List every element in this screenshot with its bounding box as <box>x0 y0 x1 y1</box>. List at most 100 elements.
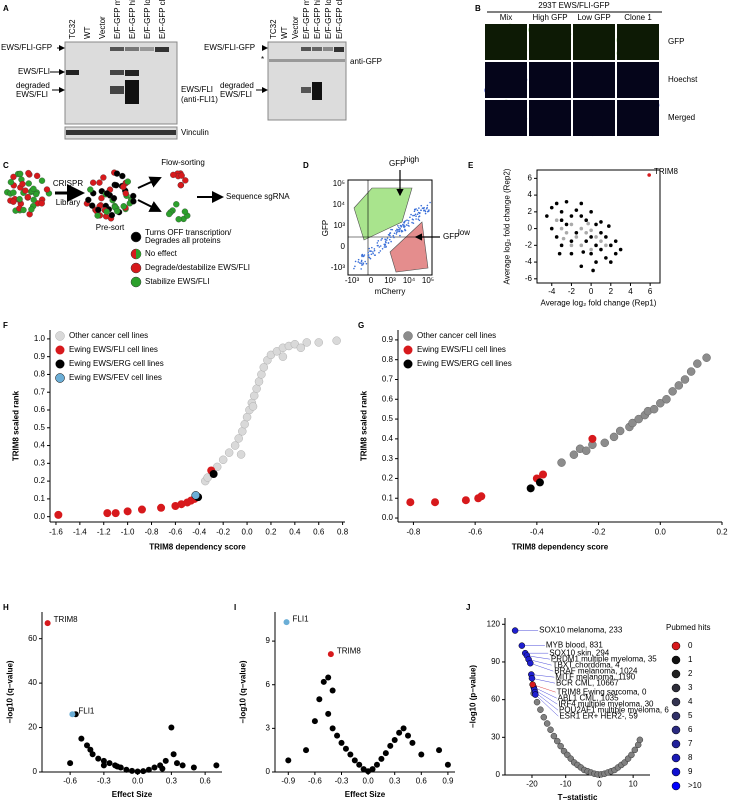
micrograph <box>529 24 571 60</box>
x-tick-label: 0.0 <box>363 777 375 786</box>
point <box>574 208 579 212</box>
leader-line <box>535 694 559 717</box>
point <box>564 200 569 204</box>
panel-letter: C <box>3 161 9 170</box>
event <box>419 212 421 214</box>
point <box>588 434 597 443</box>
x-tick-label: 0.8 <box>337 527 349 536</box>
cell <box>130 198 137 205</box>
x-tick-label: -0.6 <box>468 527 482 536</box>
cell <box>113 170 121 177</box>
antibody-label: (anti-FLI1) <box>181 95 218 104</box>
point <box>351 757 358 764</box>
point <box>574 230 579 235</box>
leader-line <box>532 684 556 693</box>
point <box>609 243 613 248</box>
micrograph <box>617 100 659 136</box>
column-label: Mix <box>500 13 512 22</box>
point <box>631 746 639 754</box>
point <box>391 737 398 743</box>
event <box>398 226 400 229</box>
point <box>586 221 590 226</box>
column-label: Clone 1 <box>624 13 652 22</box>
point-label: TRIM8 <box>337 646 362 655</box>
legend-swatch <box>403 359 413 369</box>
cell <box>182 177 189 184</box>
lane-label: E/F-GFP clone 1 <box>158 0 167 39</box>
legend-label: Turns OFF transcription/ <box>145 228 232 237</box>
point <box>554 201 559 206</box>
legend-swatch <box>671 697 681 707</box>
y-tick-label: -10³ <box>331 263 346 272</box>
event <box>408 225 410 227</box>
point <box>240 419 249 429</box>
y-tick-label: 0.0 <box>382 513 394 522</box>
event <box>354 260 357 263</box>
point <box>157 503 166 512</box>
point <box>594 243 598 248</box>
event <box>411 218 414 220</box>
gate-label: low <box>458 228 470 237</box>
event <box>402 225 405 227</box>
event <box>368 247 371 250</box>
event <box>424 210 427 213</box>
point <box>554 235 559 239</box>
arrow <box>137 176 162 189</box>
x-tick-label: -10 <box>560 780 572 789</box>
point <box>129 767 135 774</box>
point-label: FLI1 <box>78 706 95 715</box>
point <box>325 674 332 681</box>
event <box>412 222 415 224</box>
point <box>609 432 619 442</box>
legend-label: 8 <box>688 753 693 762</box>
point <box>693 359 702 368</box>
micrograph <box>573 62 615 98</box>
point <box>569 450 579 459</box>
point <box>347 751 354 758</box>
point <box>436 747 443 754</box>
band-label: EWS/FLI-GFP <box>204 43 255 52</box>
band-label: * <box>261 55 264 64</box>
x-tick-label: -0.6 <box>308 777 322 786</box>
cell <box>85 196 92 204</box>
y-tick-label: 0.1 <box>34 494 46 503</box>
point <box>569 243 574 248</box>
blot-membrane <box>64 41 178 125</box>
point <box>378 755 385 762</box>
event <box>423 206 425 209</box>
x-tick-label: -0.8 <box>407 527 421 536</box>
point <box>100 762 107 769</box>
cell <box>89 202 96 209</box>
point <box>259 363 269 372</box>
band-label: EWS/FLI <box>16 90 48 99</box>
cell <box>96 179 103 186</box>
event <box>391 228 394 231</box>
panel-letter: F <box>3 321 8 330</box>
event <box>372 251 374 253</box>
x-tick-label: -0.6 <box>63 777 77 786</box>
point <box>418 751 425 758</box>
x-tick-label: -1.6 <box>49 527 63 536</box>
panel-letter: E <box>468 161 474 170</box>
x-tick-label: 0.0 <box>132 777 144 786</box>
legend-swatch <box>671 725 681 735</box>
point <box>569 214 574 218</box>
event <box>416 213 419 216</box>
legend-label: >10 <box>688 781 702 790</box>
legend-label: 5 <box>688 711 693 720</box>
legend-label: Ewing EWS/ERG cell lines <box>69 359 164 368</box>
point <box>574 235 579 239</box>
point-label: BCR CML, 10667 <box>556 678 619 687</box>
point <box>564 230 569 235</box>
point <box>248 402 258 411</box>
y-tick-label: 0.1 <box>382 493 394 502</box>
legend-label: Stabilize EWS/FLI <box>145 277 209 286</box>
panel-letter: D <box>303 161 309 170</box>
legend-swatch <box>671 655 681 665</box>
legend-label: 6 <box>688 725 693 734</box>
point <box>103 509 112 518</box>
point <box>296 343 306 353</box>
cell <box>19 180 26 188</box>
x-tick-label: 0 <box>597 780 602 789</box>
cell <box>25 180 32 187</box>
